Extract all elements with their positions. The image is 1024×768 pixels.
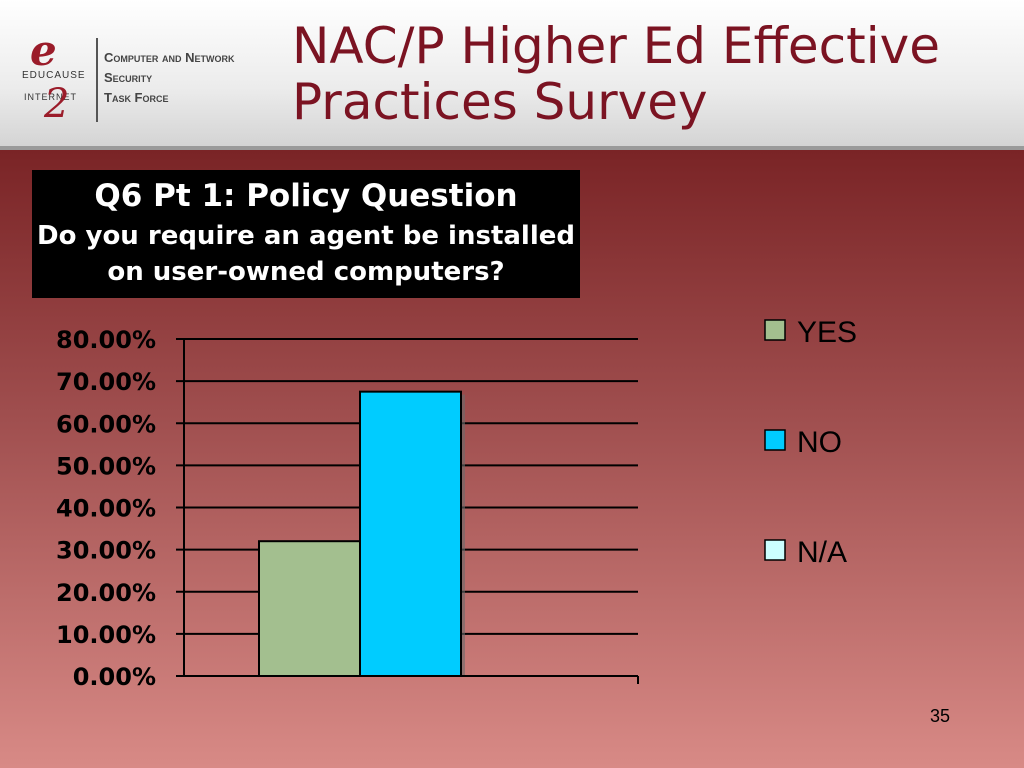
- taskforce-line-2: Security: [104, 70, 153, 85]
- y-tick-label: 10.00%: [56, 621, 156, 649]
- internet2-mark: 2: [44, 81, 70, 127]
- y-tick-label: 70.00%: [56, 368, 156, 396]
- legend-swatch: [764, 429, 786, 451]
- y-tick-label: 80.00%: [56, 326, 156, 354]
- internet2-wordmark: INTERNET: [24, 92, 77, 102]
- slide-header: e EDUCAUSE INTERNET 2 Computer and Netwo…: [0, 0, 1024, 150]
- taskforce-line-1: Computer and Network: [104, 50, 235, 65]
- y-axis-ticks: 0.00% 10.00% 20.00% 30.00% 40.00% 50.00% 60.00…: [56, 326, 184, 691]
- question-heading: Q6 Pt 1: Policy Question: [94, 178, 518, 214]
- question-box: Q6 Pt 1: Policy Question Do you require …: [32, 170, 580, 298]
- slide-title: NAC/P Higher Ed Effective Practices Surv…: [292, 17, 941, 131]
- educause-e-mark: e: [30, 26, 57, 75]
- legend-label: NO: [797, 426, 842, 459]
- y-tick-label: 0.00%: [73, 663, 156, 691]
- bar-no: [359, 390, 462, 677]
- y-tick-label: 30.00%: [56, 537, 156, 565]
- axes: [183, 339, 639, 684]
- question-text: Do you require an agent be installed on …: [37, 221, 575, 287]
- legend-swatch: [764, 319, 786, 341]
- csi-taskforce-logo: e EDUCAUSE INTERNET 2 Computer and Netwo…: [18, 30, 278, 130]
- educause-wordmark: EDUCAUSE: [22, 70, 86, 81]
- bar-yes: [258, 540, 361, 678]
- legend-swatch: [764, 539, 786, 561]
- logo-divider: [96, 38, 98, 122]
- legend-label: YES: [797, 316, 857, 349]
- slide-number: 35: [930, 706, 951, 726]
- y-tick-label: 50.00%: [56, 452, 156, 480]
- legend-label: N/A: [797, 536, 847, 569]
- y-tick-label: 20.00%: [56, 579, 156, 607]
- y-tick-label: 60.00%: [56, 410, 156, 438]
- taskforce-line-3: Task Force: [104, 90, 169, 105]
- bars: [258, 390, 465, 678]
- taskforce-name: Computer and Network Security Task Force: [104, 48, 235, 108]
- y-tick-label: 40.00%: [56, 495, 156, 523]
- legend: YES NO N/A: [764, 316, 857, 569]
